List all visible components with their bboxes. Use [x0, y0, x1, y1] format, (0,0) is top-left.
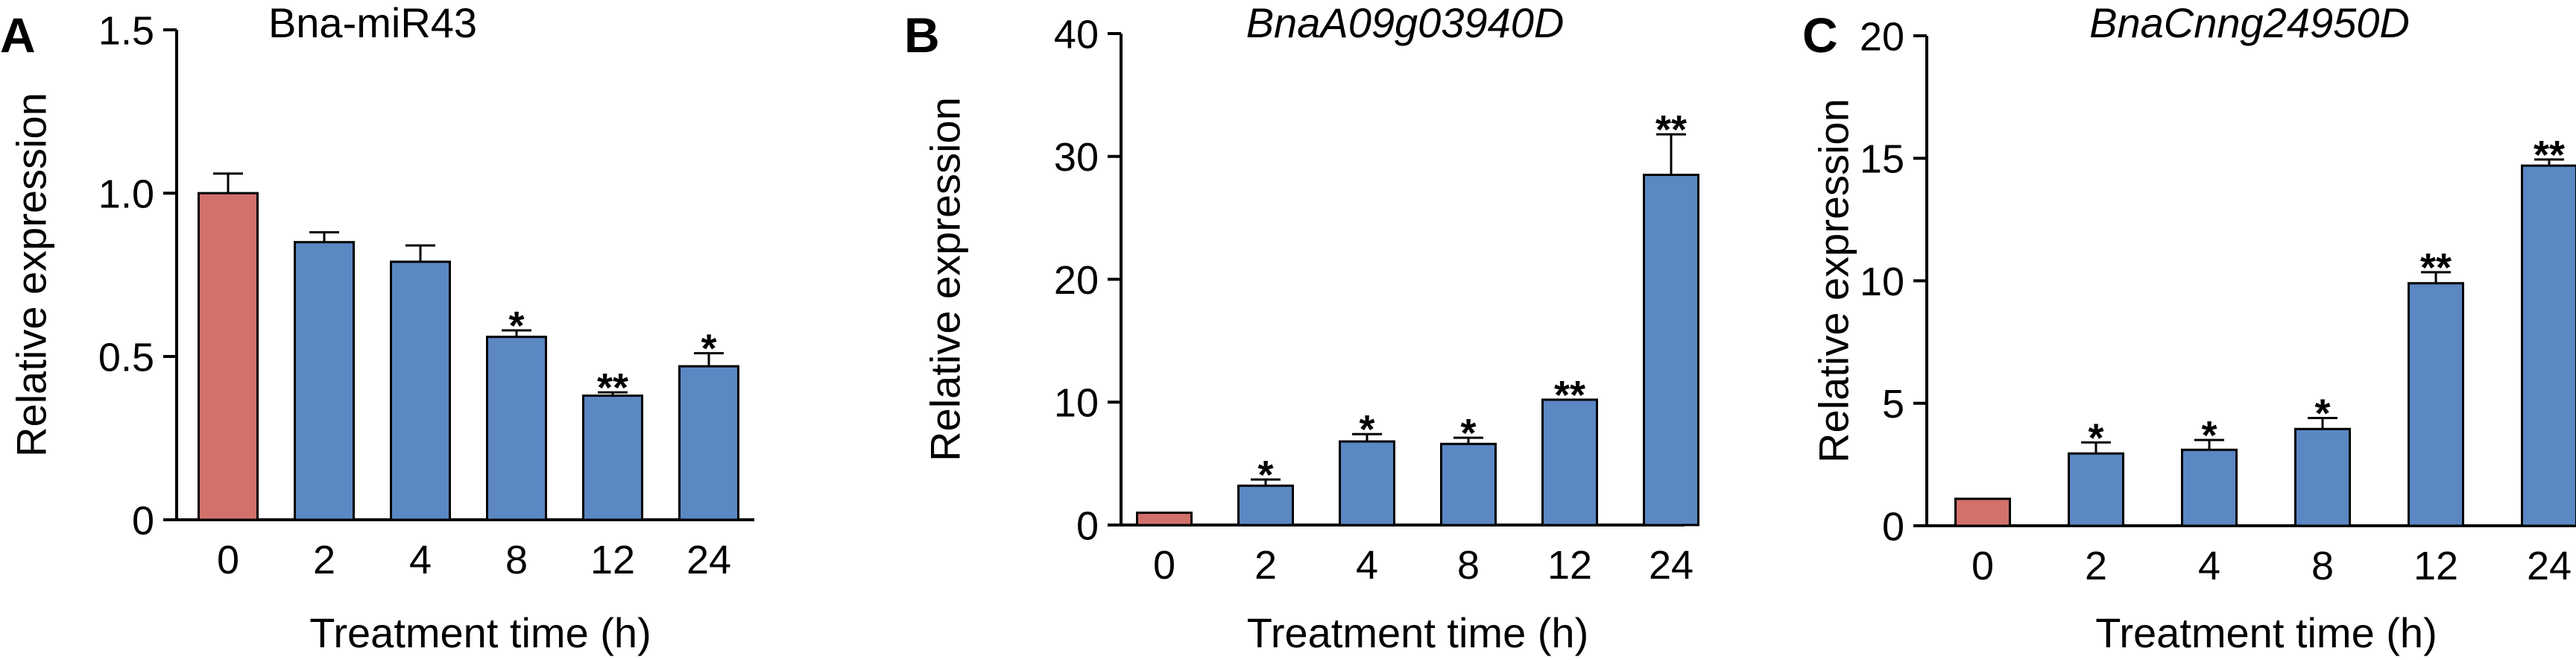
significance-marker: **	[1554, 373, 1585, 418]
y-tick-label: 0	[1076, 503, 1099, 548]
y-tick-label: 1.0	[98, 172, 154, 216]
x-tick-label: 24	[1649, 543, 1693, 588]
panel-label: B	[904, 7, 940, 63]
x-tick-label: 0	[1972, 544, 1994, 588]
significance-marker: *	[2314, 391, 2330, 436]
x-tick-label: 12	[2414, 544, 2458, 588]
bar	[582, 395, 643, 521]
significance-marker: *	[2201, 413, 2217, 458]
bar	[1136, 512, 1193, 527]
bar	[1954, 497, 2011, 527]
x-axis-label: Treatment time (h)	[1247, 609, 1588, 656]
x-tick-label: 12	[1547, 543, 1592, 588]
chart-title: BnaA09g03940D	[1246, 0, 1565, 46]
x-tick-label: 24	[686, 538, 731, 582]
significance-marker: *	[1359, 407, 1374, 452]
bar	[294, 241, 355, 521]
bar	[198, 192, 259, 521]
y-tick-label: 40	[1054, 12, 1099, 57]
x-tick-label: 8	[2311, 544, 2334, 588]
bar	[1643, 173, 1699, 527]
x-tick-label: 4	[409, 538, 432, 582]
significance-marker: **	[2420, 245, 2452, 290]
bar	[1339, 440, 1395, 527]
bar	[2521, 164, 2576, 527]
y-tick-label: 0.5	[98, 335, 154, 380]
bar	[2408, 282, 2464, 527]
y-tick-label: 0	[1882, 504, 1904, 549]
bar	[1541, 398, 1598, 527]
x-tick-label: 0	[1153, 543, 1175, 588]
chart-panel-a: A Bna-miR43 Relative expression 0 0.5 1.0 1.5 0…	[0, 0, 754, 656]
y-tick-label: 1.5	[98, 8, 154, 53]
x-tick-label: 2	[1254, 543, 1277, 588]
x-tick-label: 24	[2527, 544, 2572, 588]
bar	[486, 336, 547, 521]
y-tick-label: 10	[1860, 260, 1904, 304]
x-tick-label: 0	[217, 538, 239, 582]
y-tick-label: 20	[1860, 14, 1904, 59]
bar	[2068, 452, 2124, 527]
y-tick-label: 5	[1882, 382, 1904, 427]
x-tick-label: 12	[590, 538, 635, 582]
y-tick-label: 15	[1860, 137, 1904, 182]
x-tick-label: 4	[2198, 544, 2220, 588]
y-axis-label: Relative expression	[922, 97, 969, 462]
significance-marker: *	[701, 327, 716, 371]
bar	[1440, 442, 1497, 527]
chart-title: BnaCnng24950D	[2089, 0, 2410, 46]
significance-marker: *	[1460, 411, 1476, 456]
bar	[390, 260, 451, 521]
y-axis-label: Relative expression	[1811, 98, 1857, 463]
x-axis-label: Treatment time (h)	[2095, 609, 2437, 656]
x-axis-label: Treatment time (h)	[309, 609, 651, 656]
bar	[2294, 427, 2351, 527]
significance-marker: **	[1655, 107, 1687, 152]
significance-marker: **	[2534, 133, 2565, 177]
y-tick-label: 0	[132, 498, 154, 543]
significance-marker: *	[2088, 415, 2103, 460]
y-axis-label: Relative expression	[8, 92, 55, 457]
x-tick-label: 4	[1356, 543, 1378, 588]
panel-label: A	[0, 7, 36, 63]
y-tick-label: 20	[1054, 258, 1099, 303]
significance-marker: **	[597, 365, 628, 410]
chart-panel-c: C BnaCnng24950D Relative expression 0 5 10 15 2…	[1802, 0, 2576, 656]
significance-marker: *	[1257, 453, 1273, 497]
x-tick-label: 2	[313, 538, 335, 582]
y-tick-label: 10	[1054, 381, 1099, 426]
x-tick-label: 8	[1457, 543, 1480, 588]
panel-label: C	[1802, 7, 1838, 63]
bar	[678, 365, 739, 521]
y-tick-label: 30	[1054, 135, 1099, 180]
chart-title: Bna-miR43	[268, 0, 477, 46]
bar	[2181, 448, 2238, 527]
x-tick-label: 8	[505, 538, 528, 582]
significance-marker: *	[508, 304, 524, 348]
x-tick-label: 2	[2085, 544, 2107, 588]
